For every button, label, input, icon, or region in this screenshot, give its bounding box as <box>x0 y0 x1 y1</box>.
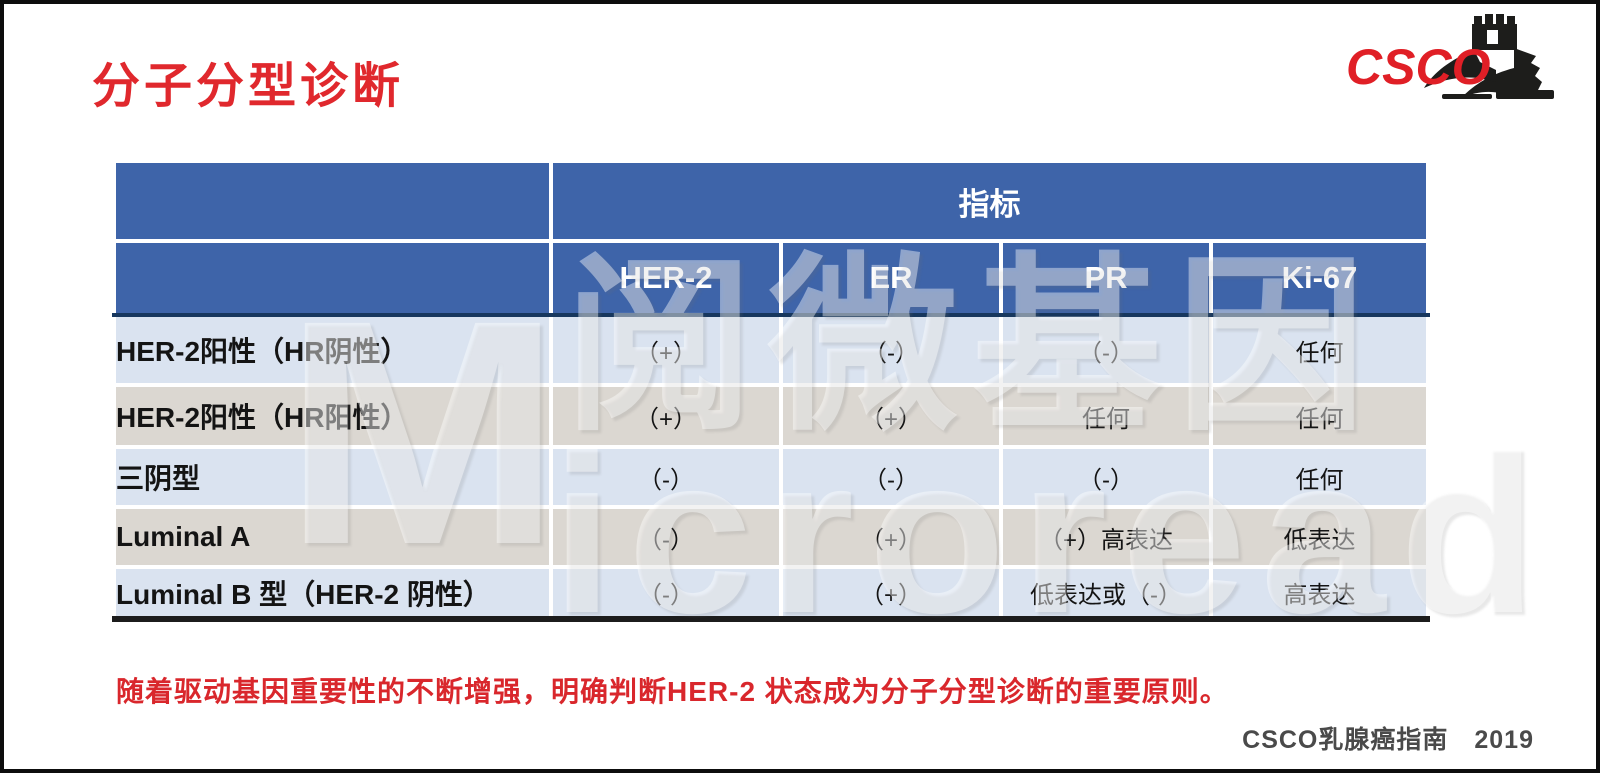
col-header-her2: HER-2 <box>549 239 783 317</box>
subtype-table-wrapper: 指标 HER-2 ER PR Ki-67 HER-2阳性（HR阴性） （+） （… <box>112 159 1430 622</box>
row-label: Luminal B 型（HER-2 阴性） <box>112 565 553 621</box>
key-principle-note: 随着驱动基因重要性的不断增强，明确判断HER-2 状态成为分子分型诊断的重要原则… <box>116 676 1229 707</box>
subtype-table: 指标 HER-2 ER PR Ki-67 HER-2阳性（HR阴性） （+） （… <box>112 159 1430 622</box>
csco-logo: CSCO <box>1346 10 1562 106</box>
cell-ki67: 任何 <box>1209 313 1430 387</box>
col-header-pr: PR <box>999 239 1213 317</box>
great-wall-logo-icon: CSCO <box>1346 14 1554 99</box>
table-row-her2-pos-hr-pos: HER-2阳性（HR阳性） （+） （+） 任何 任何 <box>112 383 1430 449</box>
cell-er: （-） <box>779 445 1003 509</box>
cell-her2: （-） <box>549 565 783 621</box>
table-corner-cell-2 <box>112 239 553 317</box>
table-row-her2-pos-hr-neg: HER-2阳性（HR阴性） （+） （-） （-） 任何 <box>112 313 1430 387</box>
cell-pr: 任何 <box>999 383 1213 449</box>
cell-her2: （-） <box>549 445 783 509</box>
cell-er: （+） <box>779 383 1003 449</box>
row-label: 三阴型 <box>112 445 553 509</box>
cell-her2: （-） <box>549 505 783 569</box>
row-label: HER-2阳性（HR阴性） <box>112 313 553 387</box>
cell-er: （-） <box>779 313 1003 387</box>
table-row-luminal-b-her2-neg: Luminal B 型（HER-2 阴性） （-） （+） 低表达或（-） 高表… <box>112 565 1430 621</box>
cell-her2: （+） <box>549 383 783 449</box>
cell-pr: （-） <box>999 445 1213 509</box>
row-label: Luminal A <box>112 505 553 569</box>
indicator-header: 指标 <box>549 159 1430 243</box>
cell-pr: （-） <box>999 313 1213 387</box>
cell-pr: （+）高表达 <box>999 505 1213 569</box>
col-header-er: ER <box>779 239 1003 317</box>
col-header-ki67: Ki-67 <box>1209 239 1430 317</box>
table-row-triple-negative: 三阴型 （-） （-） （-） 任何 <box>112 445 1430 509</box>
row-label: HER-2阳性（HR阳性） <box>112 383 553 449</box>
cell-ki67: 低表达 <box>1209 505 1430 569</box>
cell-ki67: 高表达 <box>1209 565 1430 621</box>
indicator-header-row: 指标 <box>112 159 1430 243</box>
table-row-luminal-a: Luminal A （-） （+） （+）高表达 低表达 <box>112 505 1430 569</box>
cell-pr: 低表达或（-） <box>999 565 1213 621</box>
guideline-footer: CSCO乳腺癌指南 2019 <box>1242 726 1534 754</box>
cell-er: （+） <box>779 505 1003 569</box>
table-corner-cell <box>112 159 553 243</box>
cell-er: （+） <box>779 565 1003 621</box>
cell-her2: （+） <box>549 313 783 387</box>
column-header-row: HER-2 ER PR Ki-67 <box>112 239 1430 317</box>
page-title: 分子分型诊断 <box>92 60 405 113</box>
cell-ki67: 任何 <box>1209 445 1430 509</box>
cell-ki67: 任何 <box>1209 383 1430 449</box>
csco-logo-text: CSCO <box>1346 39 1491 95</box>
